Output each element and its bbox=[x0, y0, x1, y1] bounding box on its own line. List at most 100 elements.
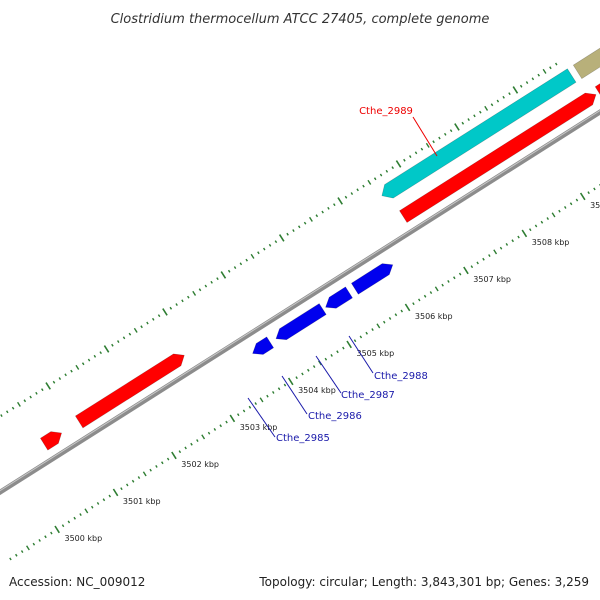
gene-feature bbox=[74, 353, 185, 429]
minor-tick bbox=[362, 184, 365, 188]
minor-tick bbox=[438, 136, 441, 140]
minor-tick bbox=[131, 479, 135, 483]
major-tick bbox=[287, 377, 294, 386]
major-tick bbox=[54, 525, 60, 534]
minor-tick bbox=[499, 246, 503, 250]
major-tick bbox=[112, 488, 119, 497]
minor-tick bbox=[336, 350, 339, 354]
gene-feature bbox=[594, 83, 600, 95]
minor-tick bbox=[184, 446, 187, 450]
scale-label: 3500 kbp bbox=[65, 534, 103, 543]
label-leader-line bbox=[281, 375, 308, 415]
minor-tick bbox=[142, 471, 147, 477]
minor-tick bbox=[367, 179, 372, 185]
minor-tick bbox=[546, 217, 549, 220]
minor-tick bbox=[540, 220, 544, 224]
minor-tick bbox=[91, 505, 94, 509]
minor-tick bbox=[350, 192, 354, 195]
minor-tick bbox=[505, 243, 509, 246]
minor-tick bbox=[225, 420, 228, 424]
minor-tick bbox=[555, 62, 558, 66]
minor-tick bbox=[237, 413, 240, 417]
minor-tick bbox=[307, 368, 310, 372]
minor-tick bbox=[257, 251, 260, 255]
minor-tick bbox=[461, 121, 465, 125]
minor-tick bbox=[444, 132, 447, 136]
minor-tick bbox=[508, 92, 511, 96]
minor-tick bbox=[58, 377, 62, 380]
minor-tick bbox=[219, 424, 222, 428]
minor-tick bbox=[64, 373, 67, 377]
minor-tick bbox=[190, 442, 193, 446]
minor-tick bbox=[330, 354, 333, 357]
map-title: Clostridium thermocellum ATCC 27405, com… bbox=[111, 12, 490, 27]
minor-tick bbox=[315, 214, 319, 218]
minor-tick bbox=[575, 198, 579, 202]
minor-tick bbox=[476, 261, 479, 265]
minor-tick bbox=[70, 369, 73, 373]
minor-tick bbox=[67, 520, 71, 524]
minor-tick bbox=[181, 299, 184, 303]
scale-label: 3501 kbp bbox=[123, 497, 161, 506]
label-leader-line bbox=[348, 335, 374, 374]
minor-tick bbox=[248, 405, 252, 409]
minor-tick bbox=[272, 391, 275, 394]
label-leader-line bbox=[247, 397, 276, 438]
scale-label: 3503 kbp bbox=[240, 423, 278, 432]
gene-feature bbox=[39, 431, 62, 451]
minor-tick bbox=[0, 414, 3, 417]
minor-tick bbox=[23, 399, 27, 403]
gene-cthe-2987 bbox=[325, 286, 353, 309]
minor-tick bbox=[569, 202, 573, 206]
minor-tick bbox=[169, 306, 173, 310]
major-tick bbox=[229, 414, 236, 423]
major-tick bbox=[337, 197, 343, 205]
minor-tick bbox=[373, 177, 377, 181]
gene-label: Cthe_2988 bbox=[374, 371, 428, 382]
minor-tick bbox=[318, 360, 322, 366]
minor-tick bbox=[20, 550, 24, 553]
minor-tick bbox=[201, 434, 206, 440]
minor-tick bbox=[429, 291, 433, 294]
gene-cthe-2989 bbox=[381, 68, 577, 199]
minor-tick bbox=[496, 99, 500, 103]
minor-tick bbox=[17, 401, 21, 407]
minor-tick bbox=[266, 394, 269, 398]
outer-tick-ring bbox=[0, 62, 558, 417]
minor-tick bbox=[216, 277, 219, 281]
minor-tick bbox=[259, 397, 264, 403]
minor-tick bbox=[126, 483, 129, 487]
minor-tick bbox=[93, 354, 97, 358]
minor-tick bbox=[303, 221, 307, 225]
label-leader-line bbox=[315, 355, 342, 394]
minor-tick bbox=[394, 313, 398, 317]
minor-tick bbox=[283, 383, 287, 387]
minor-tick bbox=[409, 155, 412, 158]
scale-label: 3504 kbp bbox=[298, 386, 336, 395]
major-tick bbox=[521, 229, 528, 238]
minor-tick bbox=[192, 290, 197, 296]
minor-tick bbox=[558, 209, 561, 213]
minor-tick bbox=[467, 118, 470, 121]
minor-tick bbox=[210, 280, 213, 284]
minor-tick bbox=[120, 487, 123, 491]
minor-tick bbox=[298, 225, 301, 229]
major-tick bbox=[346, 340, 352, 349]
minor-tick bbox=[412, 302, 415, 306]
minor-tick bbox=[277, 387, 281, 391]
minor-tick bbox=[453, 276, 456, 280]
minor-tick bbox=[117, 340, 120, 343]
minor-tick bbox=[321, 210, 324, 214]
minor-tick bbox=[365, 331, 368, 335]
minor-tick bbox=[488, 254, 491, 257]
minor-tick bbox=[537, 73, 540, 77]
minor-tick bbox=[35, 391, 38, 395]
minor-tick bbox=[9, 557, 12, 561]
minor-tick bbox=[133, 327, 138, 333]
minor-tick bbox=[391, 166, 394, 170]
minor-tick bbox=[309, 216, 313, 222]
minor-tick bbox=[274, 240, 278, 244]
minor-tick bbox=[511, 239, 514, 243]
minor-tick bbox=[155, 465, 158, 468]
